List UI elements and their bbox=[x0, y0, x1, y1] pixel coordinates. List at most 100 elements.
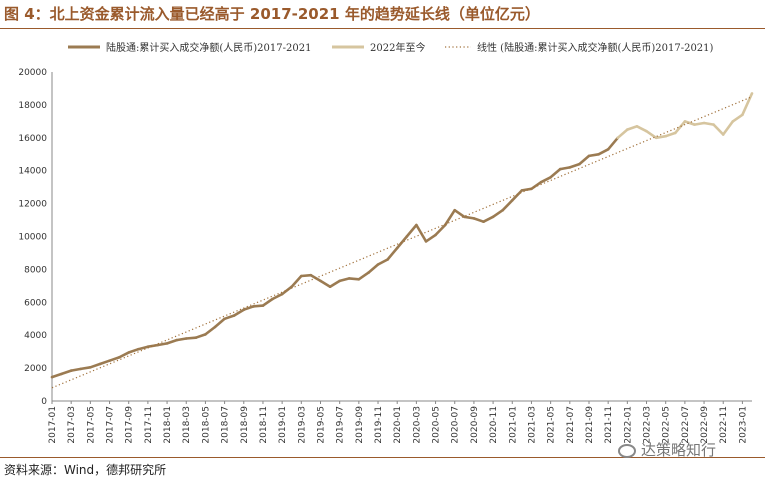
data-point bbox=[453, 208, 457, 212]
data-point bbox=[654, 136, 658, 140]
x-tick-label: 2022-01 bbox=[623, 406, 633, 444]
data-point bbox=[194, 336, 198, 340]
x-tick-label: 2019-01 bbox=[278, 406, 288, 444]
data-point bbox=[415, 223, 418, 227]
title-divider bbox=[0, 28, 765, 29]
x-tick-label: 2022-05 bbox=[662, 406, 672, 444]
x-tick-label: 2018-09 bbox=[240, 406, 250, 444]
data-point bbox=[271, 297, 274, 301]
data-point bbox=[338, 279, 342, 283]
data-point bbox=[328, 285, 332, 289]
y-axis: 0 2000 4000 6000 8000 10000 12000 14000 16000 180… bbox=[18, 68, 53, 407]
data-point bbox=[750, 92, 754, 95]
figure-title: 图 4：北上资金累计流入量已经高于 2017-2021 年的趋势延长线（单位亿元… bbox=[4, 5, 540, 23]
data-point bbox=[501, 208, 505, 212]
data-point bbox=[578, 162, 581, 166]
data-point bbox=[731, 120, 735, 123]
data-point bbox=[232, 314, 236, 317]
x-tick-label: 2018-03 bbox=[182, 406, 192, 444]
data-point bbox=[319, 279, 322, 283]
wechat-icon bbox=[618, 443, 636, 458]
x-tick-label: 2019-09 bbox=[355, 406, 365, 444]
x-tick-label: 2017-05 bbox=[86, 406, 96, 444]
x-tick-label: 2020-09 bbox=[470, 406, 480, 444]
data-point bbox=[597, 153, 600, 156]
data-point bbox=[606, 148, 610, 151]
y-tick-label: 8000 bbox=[24, 265, 47, 275]
series-2 bbox=[616, 92, 754, 140]
data-point bbox=[693, 123, 696, 126]
x-tick-label: 2019-11 bbox=[374, 406, 384, 444]
x-tick-label: 2018-11 bbox=[259, 406, 269, 444]
x-tick-label: 2018-01 bbox=[163, 406, 173, 444]
y-tick-label: 4000 bbox=[24, 331, 47, 341]
x-tick-label: 2020-07 bbox=[451, 406, 461, 444]
x-tick-label: 2021-01 bbox=[508, 406, 518, 444]
data-point bbox=[261, 304, 265, 307]
x-tick-label: 2022-09 bbox=[700, 406, 710, 444]
x-tick-label: 2017-01 bbox=[48, 406, 58, 444]
data-point bbox=[204, 333, 207, 336]
x-tick-label: 2019-07 bbox=[336, 406, 346, 444]
data-point bbox=[357, 278, 361, 281]
legend-label: 2022年至今 bbox=[370, 41, 425, 54]
data-point bbox=[635, 125, 639, 128]
y-tick-label: 2000 bbox=[24, 364, 47, 374]
data-point bbox=[472, 217, 476, 220]
data-point bbox=[712, 123, 715, 126]
data-point bbox=[520, 189, 524, 192]
x-tick-label: 2021-11 bbox=[604, 406, 614, 444]
data-point bbox=[79, 367, 83, 371]
x-tick-label: 2020-11 bbox=[489, 406, 499, 444]
data-point bbox=[290, 285, 294, 289]
x-tick-label: 2018-05 bbox=[201, 406, 211, 444]
data-point bbox=[108, 359, 111, 363]
data-point bbox=[645, 129, 648, 133]
data-point bbox=[616, 136, 620, 140]
x-tick-label: 2017-03 bbox=[67, 406, 77, 444]
y-tick-label: 16000 bbox=[18, 134, 47, 144]
data-point bbox=[252, 305, 255, 308]
y-tick-label: 14000 bbox=[18, 167, 47, 177]
x-tick-label: 2021-05 bbox=[547, 406, 557, 444]
data-point bbox=[386, 258, 389, 261]
y-tick-label: 20000 bbox=[18, 68, 47, 78]
data-point bbox=[165, 342, 169, 345]
series-line bbox=[616, 92, 754, 140]
x-tick-label: 2021-07 bbox=[566, 406, 576, 444]
data-point bbox=[117, 356, 121, 359]
data-point bbox=[424, 240, 428, 243]
series-line bbox=[51, 136, 619, 379]
data-point bbox=[156, 343, 159, 347]
x-tick-label: 2019-05 bbox=[316, 406, 326, 444]
y-tick-label: 18000 bbox=[18, 101, 47, 111]
data-point bbox=[587, 154, 591, 158]
x-axis: 2017-01 2017-03 2017-05 2017-07 2017-09 2017-… bbox=[48, 400, 752, 444]
source-note: 资料来源：Wind，德邦研究所 bbox=[4, 463, 167, 477]
y-tick-label: 0 bbox=[41, 397, 47, 407]
data-point bbox=[491, 215, 495, 219]
x-tick-label: 2022-11 bbox=[719, 406, 729, 444]
x-tick-label: 2020-03 bbox=[412, 406, 422, 444]
series-3 bbox=[51, 96, 753, 389]
data-point bbox=[300, 274, 303, 278]
data-point bbox=[683, 120, 687, 123]
data-point bbox=[539, 180, 543, 184]
x-tick-label: 2022-03 bbox=[643, 406, 653, 444]
data-point bbox=[127, 351, 130, 354]
x-tick-label: 2021-09 bbox=[585, 406, 595, 444]
data-point bbox=[482, 220, 485, 223]
data-point bbox=[280, 292, 284, 296]
data-point bbox=[50, 375, 54, 379]
data-point bbox=[242, 308, 246, 312]
x-tick-label: 2017-09 bbox=[125, 406, 135, 444]
data-point bbox=[309, 273, 313, 277]
y-tick-label: 6000 bbox=[24, 298, 47, 308]
data-point bbox=[549, 176, 552, 179]
data-point bbox=[626, 128, 629, 131]
data-point bbox=[568, 166, 572, 169]
data-point bbox=[184, 337, 188, 340]
chart-legend: 陆股通:累计买入成交净额(人民币)2017-2021 2022年至今 线性 (陆股通… bbox=[68, 41, 714, 54]
data-point bbox=[395, 246, 399, 250]
x-tick-label: 2023-01 bbox=[738, 406, 748, 444]
